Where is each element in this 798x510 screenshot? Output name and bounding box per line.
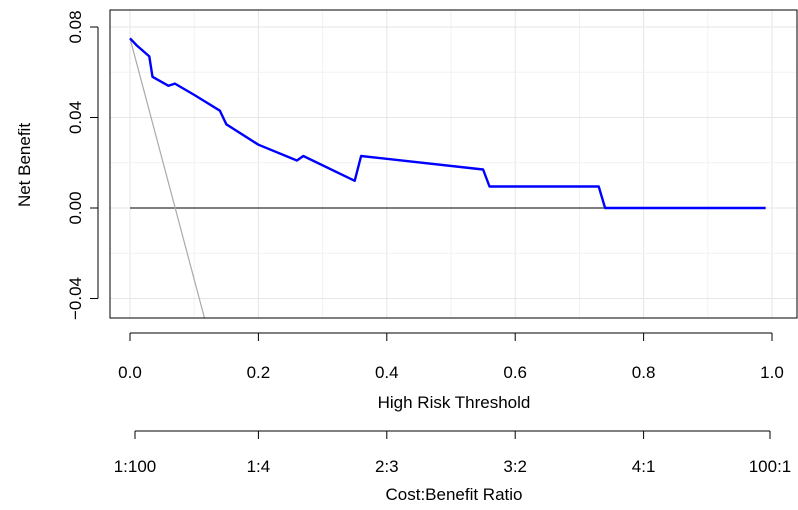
x-axis-title: High Risk Threshold xyxy=(378,393,531,412)
cost-benefit-tick-label: 1:4 xyxy=(247,457,271,476)
y-tick-label: 0.00 xyxy=(66,191,85,224)
grid-lines xyxy=(110,10,797,318)
plot-frame xyxy=(109,9,798,319)
x-tick-label: 0.4 xyxy=(375,363,399,382)
x-tick-label: 0.6 xyxy=(503,363,527,382)
cost-benefit-tick-label: 2:3 xyxy=(375,457,399,476)
cost-benefit-tick-label: 1:100 xyxy=(114,457,157,476)
model-net-benefit-line xyxy=(129,37,766,210)
y-axis-title: Net Benefit xyxy=(15,123,34,207)
y-tick-label: 0.04 xyxy=(66,101,85,134)
cost-benefit-tick-label: 100:1 xyxy=(749,457,792,476)
y-tick-label: 0.08 xyxy=(66,10,85,43)
x-tick-label: 0.0 xyxy=(118,363,142,382)
x-tick-label: 0.2 xyxy=(247,363,271,382)
cost-benefit-tick-label: 3:2 xyxy=(503,457,527,476)
x-tick-label: 1.0 xyxy=(760,363,784,382)
y-tick-label: −0.04 xyxy=(66,277,85,320)
y-axis: −0.04 0.00 0.04 0.08 xyxy=(66,10,99,320)
series-lines xyxy=(129,37,766,318)
treat-all-line xyxy=(129,38,206,318)
x-tick-label: 0.8 xyxy=(632,363,656,382)
x-axis: 0.0 0.2 0.4 0.6 0.8 1.0 xyxy=(118,332,784,382)
cost-benefit-axis: 1:100 1:4 2:3 3:2 4:1 100:1 xyxy=(114,430,792,476)
cost-benefit-tick-label: 4:1 xyxy=(632,457,656,476)
cost-benefit-axis-title: Cost:Benefit Ratio xyxy=(385,485,522,504)
